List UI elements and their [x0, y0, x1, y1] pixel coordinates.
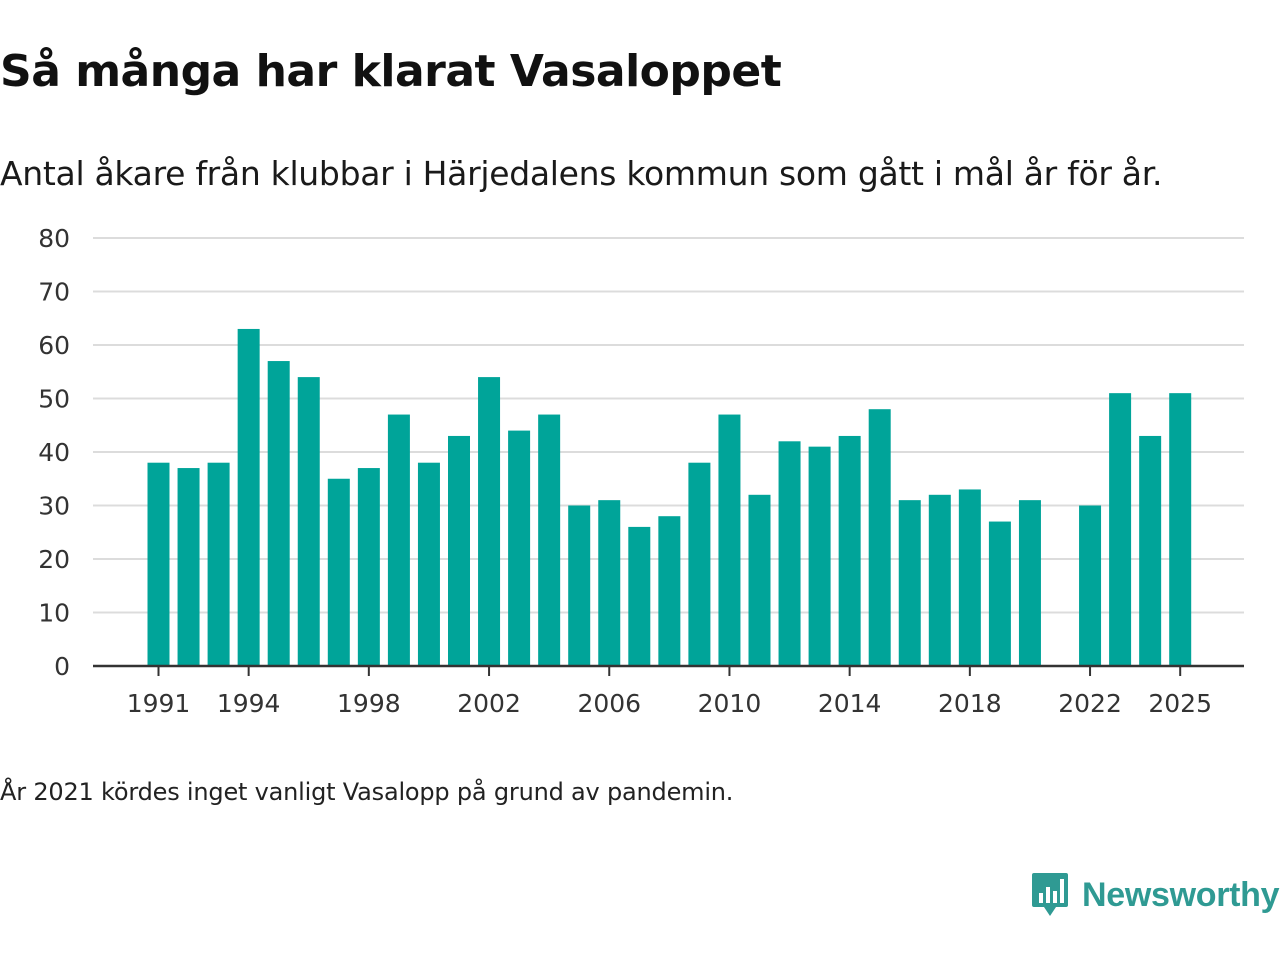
x-tick-label-2010: 2010: [698, 689, 762, 718]
bar-2024[interactable]: [1139, 435, 1162, 666]
chart-title: Så många har klarat Vasaloppet: [0, 46, 782, 97]
bar-1995[interactable]: [267, 361, 290, 666]
bar-2013[interactable]: [808, 446, 831, 666]
bar-2017[interactable]: [928, 494, 951, 666]
y-tick-label-80: 80: [38, 224, 70, 253]
bar-2010[interactable]: [718, 414, 741, 666]
bar-2002[interactable]: [478, 377, 501, 666]
bars: [147, 328, 1192, 667]
bar-2018[interactable]: [958, 489, 981, 666]
bar-2003[interactable]: [508, 430, 531, 666]
newsworthy-logo[interactable]: Newsworthy: [1030, 868, 1280, 922]
bar-2014[interactable]: [838, 435, 861, 666]
bar-2006[interactable]: [598, 500, 621, 666]
bar-1991[interactable]: [147, 462, 170, 666]
bar-2012[interactable]: [778, 441, 801, 666]
x-tick-label-2022: 2022: [1058, 689, 1122, 718]
x-tick-label-2014: 2014: [818, 689, 882, 718]
bar-2007[interactable]: [628, 526, 651, 666]
x-axis: 1991 1994 1998 2002 2006 2010 2014 2018 2022 2025: [127, 666, 1212, 718]
y-tick-label-50: 50: [38, 385, 70, 414]
bar-2023[interactable]: [1109, 393, 1132, 666]
bar-2008[interactable]: [658, 516, 681, 666]
bar-1999[interactable]: [387, 414, 410, 666]
chart-subtitle: Antal åkare från klubbar i Härjedalens k…: [0, 154, 1163, 193]
y-tick-label-60: 60: [38, 331, 70, 360]
y-tick-label-40: 40: [38, 438, 70, 467]
bar-2020[interactable]: [1018, 500, 1041, 666]
x-tick-label-1991: 1991: [127, 689, 191, 718]
bar-2022[interactable]: [1079, 505, 1102, 667]
x-tick-label-2025: 2025: [1148, 689, 1212, 718]
x-tick-label-2018: 2018: [938, 689, 1002, 718]
y-axis: 0 10 20 30 40 50 60 70 80: [38, 224, 70, 681]
bar-1998[interactable]: [357, 468, 380, 666]
x-tick-label-1998: 1998: [337, 689, 401, 718]
bar-1994[interactable]: [237, 328, 260, 666]
bar-2011[interactable]: [748, 494, 771, 666]
bar-2004[interactable]: [538, 414, 561, 666]
bar-1993[interactable]: [207, 462, 230, 666]
bar-1997[interactable]: [327, 478, 350, 666]
y-tick-label-30: 30: [38, 492, 70, 521]
y-tick-label-20: 20: [38, 545, 70, 574]
y-tick-label-10: 10: [38, 599, 70, 628]
y-tick-label-70: 70: [38, 278, 70, 307]
y-tick-label-0: 0: [54, 652, 70, 681]
bar-1992[interactable]: [177, 468, 200, 666]
bar-2009[interactable]: [688, 462, 711, 666]
x-tick-label-2002: 2002: [457, 689, 521, 718]
bar-2015[interactable]: [868, 409, 891, 666]
bar-2001[interactable]: [448, 435, 470, 666]
bar-chart: 0 10 20 30 40 50 60 70 80 1991 1994 1998 2002 2006 20…: [38, 224, 1244, 718]
bar-2000[interactable]: [417, 462, 440, 666]
bar-2005[interactable]: [568, 505, 591, 667]
x-tick-label-1994: 1994: [217, 689, 281, 718]
bar-2019[interactable]: [988, 521, 1011, 666]
x-tick-label-2006: 2006: [577, 689, 641, 718]
footnote: År 2021 kördes inget vanligt Vasalopp på…: [0, 778, 734, 806]
newsworthy-logo-icon: [1032, 873, 1068, 916]
bar-2016[interactable]: [898, 500, 921, 666]
bar-2025[interactable]: [1169, 393, 1192, 666]
bar-1996[interactable]: [297, 377, 320, 666]
brand-name: Newsworthy: [1082, 875, 1280, 914]
